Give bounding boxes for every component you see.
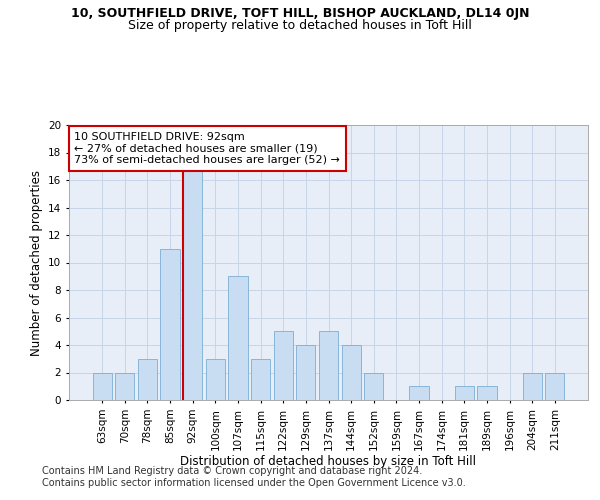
Bar — [296, 345, 316, 400]
Bar — [319, 331, 338, 400]
Bar — [251, 359, 270, 400]
Bar — [92, 372, 112, 400]
Bar — [364, 372, 383, 400]
Bar — [274, 331, 293, 400]
Text: 10, SOUTHFIELD DRIVE, TOFT HILL, BISHOP AUCKLAND, DL14 0JN: 10, SOUTHFIELD DRIVE, TOFT HILL, BISHOP … — [71, 8, 529, 20]
Text: Size of property relative to detached houses in Toft Hill: Size of property relative to detached ho… — [128, 19, 472, 32]
Text: 10 SOUTHFIELD DRIVE: 92sqm
← 27% of detached houses are smaller (19)
73% of semi: 10 SOUTHFIELD DRIVE: 92sqm ← 27% of deta… — [74, 132, 340, 165]
Y-axis label: Number of detached properties: Number of detached properties — [29, 170, 43, 356]
Bar — [409, 386, 428, 400]
Bar — [206, 359, 225, 400]
Bar — [523, 372, 542, 400]
Bar — [160, 248, 180, 400]
Bar — [229, 276, 248, 400]
Bar — [455, 386, 474, 400]
X-axis label: Distribution of detached houses by size in Toft Hill: Distribution of detached houses by size … — [181, 456, 476, 468]
Bar — [183, 166, 202, 400]
Text: Contains HM Land Registry data © Crown copyright and database right 2024.
Contai: Contains HM Land Registry data © Crown c… — [42, 466, 466, 487]
Bar — [341, 345, 361, 400]
Bar — [138, 359, 157, 400]
Bar — [477, 386, 497, 400]
Bar — [115, 372, 134, 400]
Bar — [545, 372, 565, 400]
